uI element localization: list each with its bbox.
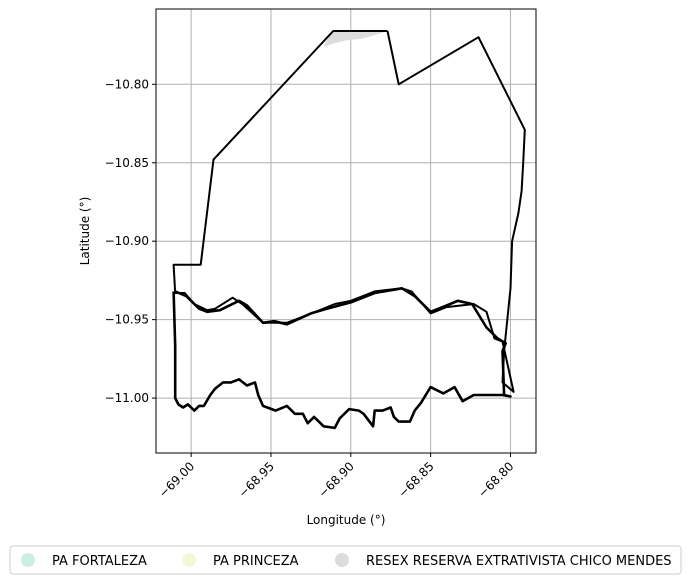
x-tick-label-3: −68.85 [395,459,436,500]
legend-label-2: RESEX RESERVA EXTRATIVISTA CHICO MENDES [366,554,672,569]
legend-marker-1 [182,553,196,567]
protected-areas [323,31,388,47]
plot-frame [155,8,537,454]
y-tick-label-3: −10.95 [105,313,149,327]
grid-lines [156,9,536,453]
x-tick-label-0: −69.00 [156,459,197,500]
y-tick-label-4: −11.00 [105,391,149,405]
axis-ticks: −69.00 −68.95 −68.90 −68.85 −68.80 −10.80 −10.… [105,77,517,500]
outer-boundary [172,30,526,393]
legend-label-1: PA PRINCEZA [213,554,299,569]
area-0 [323,31,388,47]
legend-marker-0 [21,553,35,567]
y-tick-label-2: −10.90 [105,234,149,248]
x-axis-label: Longitude (°) [307,513,386,527]
y-tick-label-1: −10.85 [105,156,149,170]
inner-boundary [172,286,512,430]
y-tick-label-0: −10.80 [105,77,149,91]
x-tick-label-2: −68.90 [316,459,357,500]
legend-marker-2 [335,553,349,567]
x-tick-label-1: −68.95 [236,459,277,500]
x-tick-label-4: −68.80 [475,459,516,500]
legend: PA FORTALEZA PA PRINCEZA RESEX RESERVA EXT… [9,545,682,575]
legend-label-0: PA FORTALEZA [52,554,147,569]
y-axis-label: Latitude (°) [78,197,92,266]
municipality-boundaries [172,30,526,430]
